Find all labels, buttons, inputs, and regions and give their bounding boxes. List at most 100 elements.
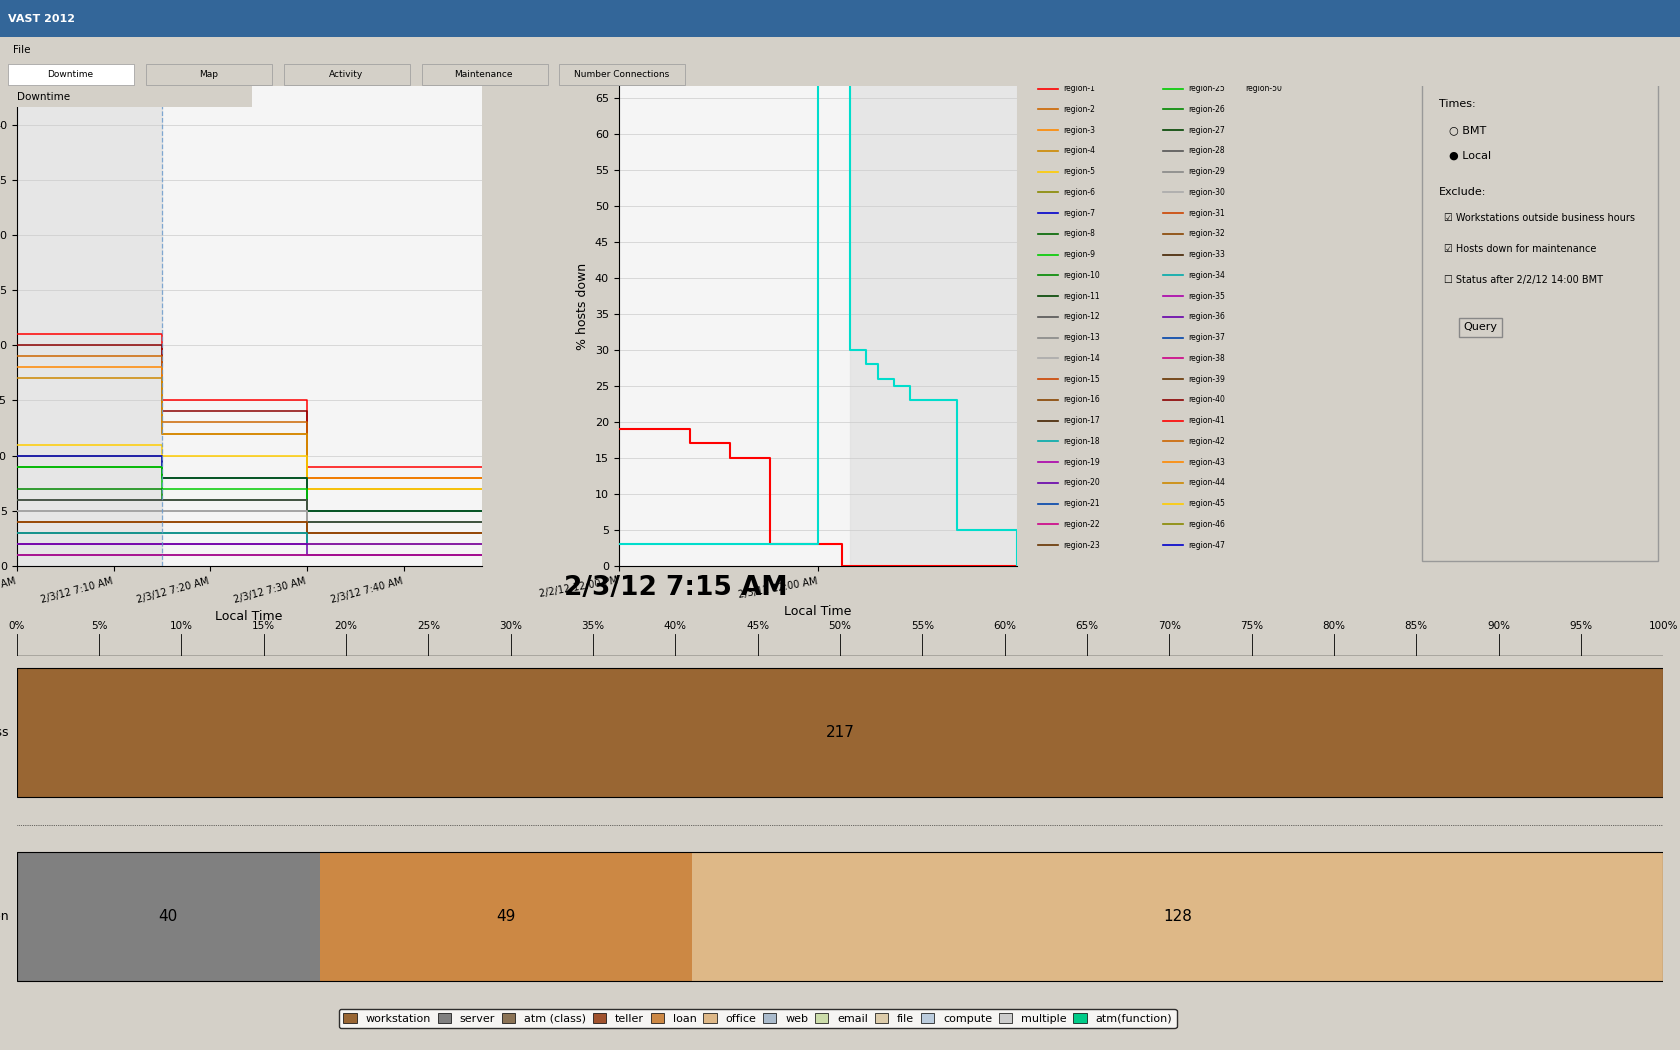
Text: VAST 2012: VAST 2012 bbox=[8, 14, 76, 24]
Text: region-33: region-33 bbox=[1188, 250, 1225, 259]
Text: 40%: 40% bbox=[664, 622, 687, 631]
Text: region-14: region-14 bbox=[1063, 354, 1100, 363]
Text: File: File bbox=[13, 45, 30, 56]
Y-axis label: % hosts down: % hosts down bbox=[576, 264, 590, 350]
Text: region-29: region-29 bbox=[1188, 167, 1225, 176]
Text: region-12: region-12 bbox=[1063, 313, 1100, 321]
Text: 60%: 60% bbox=[993, 622, 1016, 631]
Text: region-23: region-23 bbox=[1063, 541, 1100, 550]
Text: region-37: region-37 bbox=[1188, 333, 1225, 342]
Text: 128: 128 bbox=[1163, 909, 1191, 924]
Text: Times:: Times: bbox=[1440, 99, 1475, 109]
Text: 70%: 70% bbox=[1158, 622, 1181, 631]
Text: region-26: region-26 bbox=[1188, 105, 1225, 114]
Text: region-45: region-45 bbox=[1188, 499, 1225, 508]
Text: 30%: 30% bbox=[499, 622, 522, 631]
Text: Machine Function: Machine Function bbox=[0, 910, 8, 923]
Text: 217: 217 bbox=[825, 724, 855, 740]
Text: region-18: region-18 bbox=[1063, 437, 1100, 446]
Text: Map: Map bbox=[198, 70, 218, 79]
Text: region-34: region-34 bbox=[1188, 271, 1225, 280]
Text: region-16: region-16 bbox=[1063, 396, 1100, 404]
Text: region-42: region-42 bbox=[1188, 437, 1225, 446]
Text: 40: 40 bbox=[158, 909, 178, 924]
Text: region-47: region-47 bbox=[1188, 541, 1225, 550]
Text: Downtime Controls: Downtime Controls bbox=[1440, 63, 1566, 76]
Legend: workstation, server, atm (class), teller, loan, office, web, email, file, comput: workstation, server, atm (class), teller… bbox=[339, 1009, 1176, 1028]
Bar bbox=[17, 47, 161, 566]
Text: region-20: region-20 bbox=[1063, 479, 1100, 487]
Bar bbox=[850, 47, 1018, 566]
Text: 0%: 0% bbox=[8, 622, 25, 631]
Text: region-36: region-36 bbox=[1188, 313, 1225, 321]
Text: region-49: region-49 bbox=[1245, 63, 1282, 72]
Text: region-1: region-1 bbox=[1063, 84, 1095, 93]
Text: region-7: region-7 bbox=[1063, 209, 1095, 217]
Text: 25%: 25% bbox=[417, 622, 440, 631]
X-axis label: Local Time: Local Time bbox=[785, 605, 852, 618]
Text: ☑ Hosts down for maintenance: ☑ Hosts down for maintenance bbox=[1445, 245, 1596, 254]
Text: region-17: region-17 bbox=[1063, 416, 1100, 425]
Text: region-8: region-8 bbox=[1063, 230, 1095, 238]
Text: region-3: region-3 bbox=[1063, 126, 1095, 134]
Text: ● Local: ● Local bbox=[1448, 151, 1492, 161]
Bar bbox=[692, 853, 1663, 982]
Text: 100%: 100% bbox=[1648, 622, 1678, 631]
Text: region-21: region-21 bbox=[1063, 499, 1100, 508]
Text: 5%: 5% bbox=[91, 622, 108, 631]
Text: region-41: region-41 bbox=[1188, 416, 1225, 425]
Text: region-35: region-35 bbox=[1188, 292, 1225, 300]
Text: region-39: region-39 bbox=[1188, 375, 1225, 383]
Text: 55%: 55% bbox=[911, 622, 934, 631]
Text: 20%: 20% bbox=[334, 622, 358, 631]
Text: region-24: region-24 bbox=[1188, 63, 1225, 72]
Text: 85%: 85% bbox=[1404, 622, 1428, 631]
Text: 2/3/12 7:15 AM: 2/3/12 7:15 AM bbox=[563, 575, 788, 602]
Text: 10%: 10% bbox=[170, 622, 193, 631]
Text: region-46: region-46 bbox=[1188, 520, 1225, 529]
Bar bbox=[319, 853, 692, 982]
Text: region-13: region-13 bbox=[1063, 333, 1100, 342]
Text: 35%: 35% bbox=[581, 622, 605, 631]
Text: region-5: region-5 bbox=[1063, 167, 1095, 176]
Text: region-40: region-40 bbox=[1188, 396, 1225, 404]
Text: region-2: region-2 bbox=[1063, 105, 1095, 114]
Text: Number Connections: Number Connections bbox=[575, 70, 669, 79]
Text: region-32: region-32 bbox=[1188, 230, 1225, 238]
Text: region-11: region-11 bbox=[1063, 292, 1100, 300]
Text: 90%: 90% bbox=[1487, 622, 1510, 631]
Text: 15%: 15% bbox=[252, 622, 276, 631]
Text: region-38: region-38 bbox=[1188, 354, 1225, 363]
Text: Query: Query bbox=[1463, 322, 1497, 332]
Title: Downtime: Downtime bbox=[774, 29, 862, 45]
Text: region-43: region-43 bbox=[1188, 458, 1225, 466]
Text: region-6: region-6 bbox=[1063, 188, 1095, 197]
Text: region-27: region-27 bbox=[1188, 126, 1225, 134]
Text: Activity: Activity bbox=[329, 70, 363, 79]
Text: 50%: 50% bbox=[828, 622, 852, 631]
Text: ☐ Status after 2/2/12 14:00 BMT: ☐ Status after 2/2/12 14:00 BMT bbox=[1445, 275, 1603, 286]
Text: Maintenance: Maintenance bbox=[455, 70, 512, 79]
Text: region-15: region-15 bbox=[1063, 375, 1100, 383]
Text: ○ BMT: ○ BMT bbox=[1448, 125, 1487, 135]
FancyBboxPatch shape bbox=[1423, 58, 1658, 561]
Text: 75%: 75% bbox=[1240, 622, 1263, 631]
Text: region-19: region-19 bbox=[1063, 458, 1100, 466]
Text: region-4: region-4 bbox=[1063, 147, 1095, 155]
Text: region-22: region-22 bbox=[1063, 520, 1100, 529]
Text: Exclude:: Exclude: bbox=[1440, 187, 1487, 197]
Text: region-31: region-31 bbox=[1188, 209, 1225, 217]
Text: region-44: region-44 bbox=[1188, 479, 1225, 487]
Text: 45%: 45% bbox=[746, 622, 769, 631]
Text: Machine Class: Machine Class bbox=[0, 726, 8, 739]
Text: Downtime: Downtime bbox=[17, 91, 71, 102]
Text: 80%: 80% bbox=[1322, 622, 1346, 631]
Text: 95%: 95% bbox=[1569, 622, 1593, 631]
Title: Downtime: Downtime bbox=[205, 29, 292, 45]
Text: Downtime: Downtime bbox=[47, 70, 94, 79]
Text: region-28: region-28 bbox=[1188, 147, 1225, 155]
Text: ☑ Workstations outside business hours: ☑ Workstations outside business hours bbox=[1445, 213, 1635, 224]
Text: region-50: region-50 bbox=[1245, 84, 1282, 93]
Text: region-10: region-10 bbox=[1063, 271, 1100, 280]
Bar bbox=[17, 853, 319, 982]
